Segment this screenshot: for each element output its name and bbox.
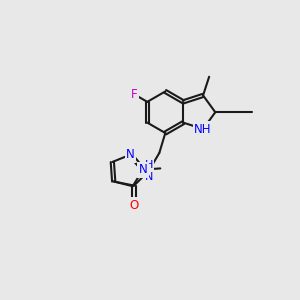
Text: NH: NH <box>194 122 212 136</box>
Text: H
N: H N <box>145 160 153 182</box>
Text: F: F <box>131 88 138 101</box>
Text: N: N <box>126 148 135 161</box>
Text: O: O <box>130 199 139 212</box>
Text: N: N <box>139 163 147 176</box>
